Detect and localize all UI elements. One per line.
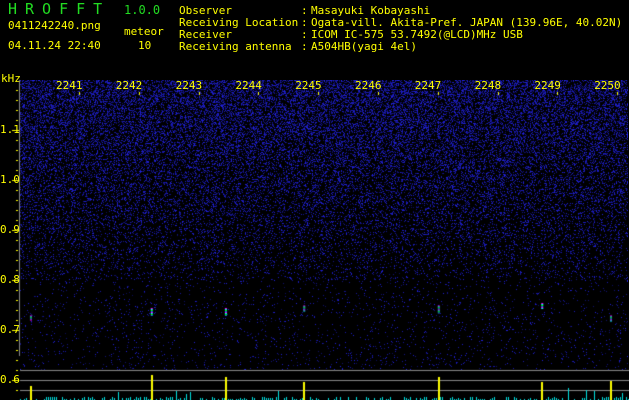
file-name: 0411242240.png — [8, 19, 101, 32]
meteor-count: 10 — [138, 39, 152, 52]
meteor-label: meteor — [124, 25, 164, 38]
y-tick-label: 0.7 — [0, 323, 20, 336]
echo-intensity-panel — [0, 360, 629, 400]
y-tick-label: 0.8 — [0, 273, 20, 286]
x-tick-label: 2248 — [474, 79, 502, 92]
x-tick-label: 2249 — [534, 79, 561, 92]
antenna-value: A504HB(yagi 4el) — [311, 40, 417, 53]
app-version: 1.0.0 — [124, 3, 161, 17]
x-tick-label: 2243 — [175, 79, 203, 92]
file-datetime: 04.11.24 22:40 — [8, 39, 101, 52]
y-tick-label: 0.9 — [0, 223, 20, 236]
y-tick-label: 1.1 — [0, 123, 20, 136]
x-tick-label: 2245 — [295, 79, 322, 92]
app-title: HROFFT — [8, 0, 111, 18]
x-tick-label: 2244 — [235, 79, 262, 92]
x-tick-label: 2250 — [594, 79, 621, 92]
sep: : — [301, 40, 308, 53]
x-tick-label: 2241 — [56, 79, 83, 92]
x-tick-label: 2242 — [115, 79, 143, 92]
y-tick-label: 0.6 — [0, 373, 20, 386]
antenna-label: Receiving antenna — [179, 40, 292, 53]
x-tick-label: 2247 — [414, 79, 442, 92]
y-tick-label: 1.0 — [0, 173, 20, 186]
x-tick-label: 2246 — [355, 79, 382, 92]
y-axis-unit: kHz — [1, 72, 21, 85]
spectrogram — [20, 80, 628, 370]
